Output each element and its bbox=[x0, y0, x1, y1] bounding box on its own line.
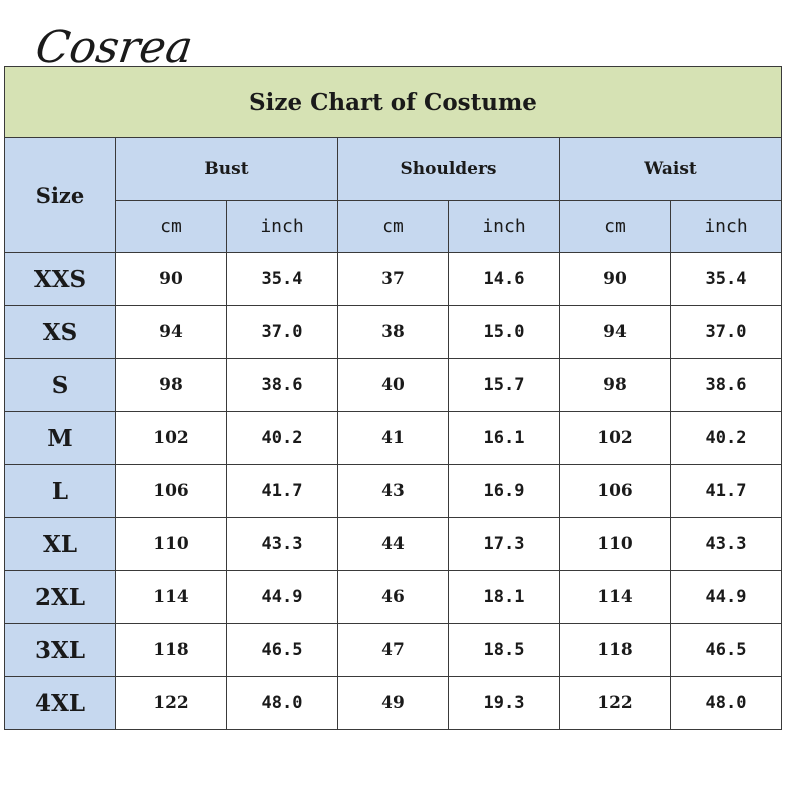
table-cell: 102 bbox=[559, 411, 671, 465]
table-cell: 114 bbox=[115, 570, 227, 624]
size-label: XXS bbox=[4, 252, 116, 306]
table-cell: 94 bbox=[115, 305, 227, 359]
table-cell: 40.2 bbox=[670, 411, 782, 465]
unit-header: cm bbox=[559, 200, 671, 253]
table-row: XS 94 37.0 38 15.0 94 37.0 bbox=[4, 305, 782, 359]
table-row: 3XL 118 46.5 47 18.5 118 46.5 bbox=[4, 623, 782, 677]
table-cell: 19.3 bbox=[448, 676, 560, 730]
size-label: XS bbox=[4, 305, 116, 359]
unit-header: inch bbox=[226, 200, 338, 253]
group-header-waist: Waist bbox=[559, 137, 782, 201]
size-chart: Size Chart of Costume Size Bust Shoulder… bbox=[4, 66, 782, 730]
unit-header: cm bbox=[337, 200, 449, 253]
table-cell: 48.0 bbox=[670, 676, 782, 730]
table-cell: 102 bbox=[115, 411, 227, 465]
table-cell: 41.7 bbox=[670, 464, 782, 518]
unit-header: inch bbox=[670, 200, 782, 253]
table-cell: 15.0 bbox=[448, 305, 560, 359]
table-cell: 18.5 bbox=[448, 623, 560, 677]
brand-logo: Cosrea bbox=[32, 22, 196, 73]
table-cell: 118 bbox=[559, 623, 671, 677]
table-row: S 98 38.6 40 15.7 98 38.6 bbox=[4, 358, 782, 412]
table-cell: 40.2 bbox=[226, 411, 338, 465]
table-cell: 41.7 bbox=[226, 464, 338, 518]
table-cell: 35.4 bbox=[226, 252, 338, 306]
table-cell: 40 bbox=[337, 358, 449, 412]
table-cell: 37 bbox=[337, 252, 449, 306]
size-column-header: Size bbox=[4, 137, 116, 253]
table-cell: 43.3 bbox=[226, 517, 338, 571]
table-cell: 106 bbox=[559, 464, 671, 518]
table-cell: 35.4 bbox=[670, 252, 782, 306]
table-cell: 41 bbox=[337, 411, 449, 465]
table-cell: 44 bbox=[337, 517, 449, 571]
unit-header-row: cm inch cm inch cm inch bbox=[5, 200, 782, 253]
size-label: 3XL bbox=[4, 623, 116, 677]
group-header-bust: Bust bbox=[115, 137, 338, 201]
table-cell: 37.0 bbox=[670, 305, 782, 359]
table-cell: 90 bbox=[559, 252, 671, 306]
table-cell: 90 bbox=[115, 252, 227, 306]
group-header-shoulders: Shoulders bbox=[337, 137, 560, 201]
table-cell: 46 bbox=[337, 570, 449, 624]
table-cell: 106 bbox=[115, 464, 227, 518]
table-cell: 44.9 bbox=[670, 570, 782, 624]
table-row: XL 110 43.3 44 17.3 110 43.3 bbox=[4, 517, 782, 571]
table-cell: 14.6 bbox=[448, 252, 560, 306]
table-row: 4XL 122 48.0 49 19.3 122 48.0 bbox=[4, 676, 782, 730]
size-label: XL bbox=[4, 517, 116, 571]
table-cell: 98 bbox=[559, 358, 671, 412]
table-cell: 38.6 bbox=[226, 358, 338, 412]
size-label: 2XL bbox=[4, 570, 116, 624]
table-cell: 46.5 bbox=[226, 623, 338, 677]
table-cell: 110 bbox=[559, 517, 671, 571]
chart-title: Size Chart of Costume bbox=[4, 66, 782, 138]
size-rows: XXS 90 35.4 37 14.6 90 35.4 XS 94 37.0 38 15.0 94 37.… bbox=[4, 252, 782, 730]
table-cell: 48.0 bbox=[226, 676, 338, 730]
size-label: S bbox=[4, 358, 116, 412]
size-label: L bbox=[4, 464, 116, 518]
table-cell: 43 bbox=[337, 464, 449, 518]
table-cell: 38 bbox=[337, 305, 449, 359]
table-cell: 98 bbox=[115, 358, 227, 412]
table-cell: 18.1 bbox=[448, 570, 560, 624]
table-cell: 16.1 bbox=[448, 411, 560, 465]
unit-header: inch bbox=[448, 200, 560, 253]
table-cell: 44.9 bbox=[226, 570, 338, 624]
table-cell: 114 bbox=[559, 570, 671, 624]
size-label: 4XL bbox=[4, 676, 116, 730]
table-cell: 16.9 bbox=[448, 464, 560, 518]
table-cell: 122 bbox=[559, 676, 671, 730]
table-cell: 94 bbox=[559, 305, 671, 359]
table-cell: 47 bbox=[337, 623, 449, 677]
table-cell: 38.6 bbox=[670, 358, 782, 412]
table-cell: 118 bbox=[115, 623, 227, 677]
table-cell: 49 bbox=[337, 676, 449, 730]
table-row: L 106 41.7 43 16.9 106 41.7 bbox=[4, 464, 782, 518]
size-chart-table: Size Chart of Costume Size Bust Shoulder… bbox=[4, 66, 782, 730]
table-cell: 46.5 bbox=[670, 623, 782, 677]
unit-header: cm bbox=[115, 200, 227, 253]
size-label: M bbox=[4, 411, 116, 465]
table-cell: 110 bbox=[115, 517, 227, 571]
table-cell: 122 bbox=[115, 676, 227, 730]
table-cell: 37.0 bbox=[226, 305, 338, 359]
table-cell: 43.3 bbox=[670, 517, 782, 571]
table-row: M 102 40.2 41 16.1 102 40.2 bbox=[4, 411, 782, 465]
table-cell: 17.3 bbox=[448, 517, 560, 571]
table-row: XXS 90 35.4 37 14.6 90 35.4 bbox=[4, 252, 782, 306]
table-row: 2XL 114 44.9 46 18.1 114 44.9 bbox=[4, 570, 782, 624]
table-cell: 15.7 bbox=[448, 358, 560, 412]
